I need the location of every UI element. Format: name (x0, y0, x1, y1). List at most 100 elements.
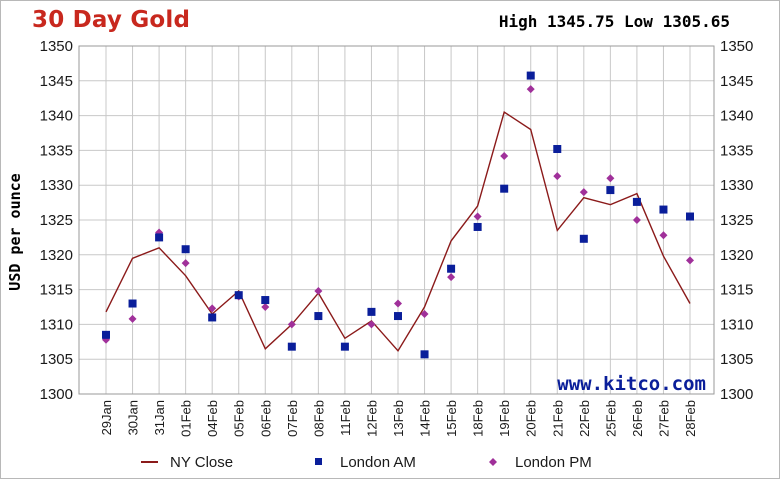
y-tick-label-right: 1325 (720, 212, 753, 229)
london-pm-point (659, 231, 668, 240)
x-tick-label: 29Jan (99, 400, 114, 435)
x-tick-label: 14Feb (418, 400, 433, 437)
legend: NY Close London AM London PM (141, 454, 592, 471)
x-tick-label: 27Feb (656, 400, 671, 437)
chart-title: 30 Day Gold (32, 7, 191, 33)
london-pm-point (553, 172, 562, 181)
y-tick-label-left: 1315 (40, 282, 73, 299)
y-tick-label-right: 1315 (720, 282, 753, 299)
legend-london-pm: London PM (515, 454, 592, 471)
london-am-point (686, 212, 694, 221)
x-tick-label: 30Jan (126, 400, 141, 435)
y-tick-label-left: 1335 (40, 142, 73, 159)
y-tick-label-right: 1330 (720, 177, 753, 194)
x-tick-label: 19Feb (497, 400, 512, 437)
london-am-point (659, 205, 668, 214)
x-tick-label: 21Feb (550, 400, 565, 437)
london-am-point (340, 342, 349, 351)
y-tick-label-left: 1325 (40, 212, 73, 229)
london-am-point (526, 71, 535, 80)
london-pm-point (314, 286, 323, 295)
x-tick-label: 25Feb (603, 400, 618, 437)
x-tick-label: 22Feb (577, 400, 592, 437)
x-axis: 29Jan 30Jan 31Jan 01Feb 04Feb 05Feb 06Feb 07Feb… (99, 400, 698, 437)
y-tick-label-left: 1320 (40, 247, 73, 264)
london-pm-point (208, 304, 217, 313)
london-am-point (287, 342, 296, 351)
y-tick-label-right: 1300 (720, 386, 753, 403)
london-pm-point (394, 299, 402, 308)
x-tick-label: 05Feb (232, 400, 247, 437)
x-tick-label: 28Feb (683, 400, 698, 437)
london-pm-point (261, 303, 270, 311)
x-tick-label: 07Feb (285, 400, 300, 437)
london-am-point (606, 186, 615, 195)
london-am-point (553, 145, 562, 154)
london-am-point (208, 313, 217, 322)
london-am-point (473, 222, 482, 231)
y-tick-label-right: 1340 (720, 108, 753, 125)
london-pm-point (367, 320, 376, 329)
london-pm-point (181, 259, 190, 268)
legend-square-marker-icon (315, 458, 322, 465)
london-am-point (394, 312, 402, 321)
x-tick-label: 31Jan (152, 400, 167, 435)
legend-london-am: London AM (340, 454, 416, 471)
london-pm-point (606, 174, 615, 183)
y-tick-label-right: 1305 (720, 351, 753, 368)
grid-lines (79, 45, 714, 395)
y-axis-label: USD per ounce (6, 173, 24, 290)
y-tick-label-right: 1335 (720, 142, 753, 159)
y-axis-left: 1300 1305 1310 1315 1320 1325 1330 1335 1340 1345… (40, 38, 73, 403)
london-am-point (181, 245, 190, 254)
london-am-point (155, 233, 164, 242)
x-tick-label: 04Feb (205, 400, 220, 437)
london-am-point (367, 307, 376, 316)
x-tick-label: 11Feb (338, 400, 353, 436)
london-pm-point (447, 273, 456, 282)
legend-ny-close: NY Close (170, 454, 233, 471)
london-am-point (447, 264, 456, 273)
legend-diamond-marker-icon (489, 458, 497, 466)
x-tick-label: 13Feb (391, 400, 406, 437)
x-tick-label: 18Feb (471, 400, 486, 437)
london-am-point (420, 350, 429, 359)
x-tick-label: 15Feb (444, 400, 459, 437)
x-tick-label: 12Feb (364, 400, 379, 437)
high-low-readout: High 1345.75 Low 1305.65 (498, 12, 730, 31)
london-am-point (102, 330, 110, 339)
series-layer (102, 71, 694, 359)
kitco-watermark: www.kitco.com (557, 373, 706, 395)
x-tick-label: 01Feb (179, 400, 194, 437)
london-am-point (234, 291, 243, 300)
y-tick-label-right: 1350 (720, 38, 753, 55)
london-pm-point (420, 309, 429, 318)
y-tick-label-left: 1345 (40, 73, 73, 90)
y-tick-label-left: 1340 (40, 108, 73, 125)
london-pm-point (128, 314, 137, 323)
london-am-point (579, 234, 588, 243)
y-tick-label-left: 1300 (40, 386, 73, 403)
london-pm-point (686, 256, 694, 265)
london-am-point (500, 184, 509, 193)
y-tick-label-left: 1305 (40, 351, 73, 368)
london-am-point (261, 296, 270, 305)
london-pm-point (579, 188, 588, 197)
plot-border (78, 45, 715, 395)
x-tick-label: 26Feb (630, 400, 645, 437)
london-pm-point (500, 151, 509, 160)
london-pm-point (632, 216, 641, 224)
london-pm-point (526, 85, 535, 94)
london-pm-point (287, 320, 296, 329)
y-tick-label-left: 1350 (40, 38, 73, 55)
x-tick-label: 08Feb (311, 400, 326, 437)
london-am-point (128, 299, 137, 308)
y-tick-label-right: 1345 (720, 73, 753, 90)
y-tick-label-left: 1310 (40, 316, 73, 333)
y-tick-label-right: 1320 (720, 247, 753, 264)
london-pm-point (473, 212, 482, 221)
ny-close-line (105, 110, 691, 352)
x-tick-label: 06Feb (258, 400, 273, 437)
